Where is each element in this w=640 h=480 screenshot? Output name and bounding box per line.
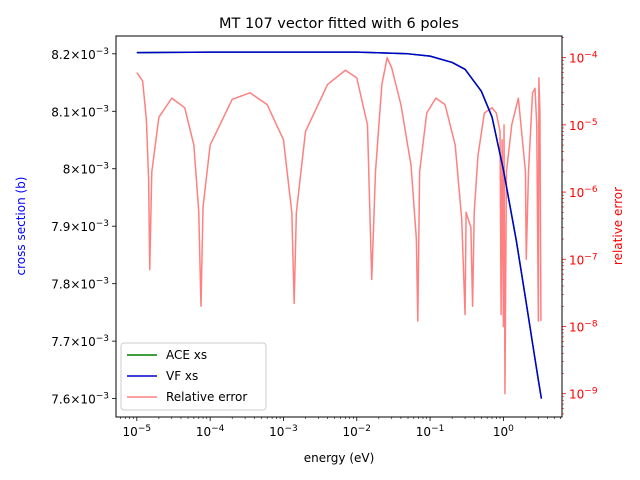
- y-right-tick-label-base: 10: [569, 119, 584, 133]
- y-left-tick-label-base: 7.7×10: [51, 335, 95, 349]
- y-axis-left-label: cross section (b): [14, 177, 28, 276]
- x-tick-label: 100: [493, 424, 514, 439]
- legend-label-relative-error: Relative error: [166, 390, 247, 404]
- y-right-tick-label-base: 10: [569, 388, 584, 402]
- chart-title: MT 107 vector fitted with 6 poles: [219, 16, 459, 32]
- y-right-tick-label-exponent: −6: [584, 185, 598, 195]
- y-left-tick-label-exponent: −3: [96, 104, 109, 114]
- y-left-tick-label: 7.7×10−3: [51, 334, 109, 349]
- x-tick-label-base: 10: [123, 425, 138, 439]
- x-tick-label-exponent: 0: [508, 424, 514, 434]
- y-right-tick-label-base: 10: [569, 52, 584, 66]
- y-left-tick-label: 8.2×10−3: [51, 47, 109, 62]
- x-tick-label: 10−4: [196, 424, 225, 439]
- y-left-tick-label-base: 8×10: [63, 163, 96, 177]
- x-tick-label-base: 10: [493, 425, 508, 439]
- y-left-tick-label-base: 7.9×10: [51, 220, 95, 234]
- y-left-tick-label-base: 8.2×10: [51, 48, 95, 62]
- y-right-tick-label-exponent: −9: [584, 387, 598, 397]
- y-left-tick-label-exponent: −3: [96, 334, 109, 344]
- plot-frame: [115, 35, 563, 418]
- x-tick-label-exponent: −4: [211, 424, 225, 434]
- series-line-relative-error: [136, 56, 542, 395]
- x-tick-label: 10−5: [123, 424, 152, 439]
- x-axis-label: energy (eV): [304, 451, 375, 465]
- y-left-tick-label-exponent: −3: [96, 47, 109, 57]
- legend-label-vf-xs: VF xs: [166, 369, 198, 383]
- y-right-tick-label-exponent: −8: [584, 319, 598, 329]
- y-left-tick-label: 8.1×10−3: [51, 104, 109, 119]
- y-right-tick-label-exponent: −4: [584, 51, 598, 61]
- x-tick-label-exponent: −5: [138, 424, 151, 434]
- y-left-tick-label-exponent: −3: [96, 162, 109, 172]
- y-left-tick-label-exponent: −3: [96, 277, 109, 287]
- x-tick-label: 10−3: [269, 424, 298, 439]
- ticks-layer: 10−5 10−4 10−3 10−2 10−1 1007.6×10−37.7×10−37…: [51, 37, 598, 439]
- y-left-tick-label-base: 8.1×10: [51, 105, 95, 119]
- y-right-tick-label-exponent: −5: [584, 118, 597, 128]
- x-tick-label-exponent: −1: [431, 424, 444, 434]
- y-right-tick-label-base: 10: [569, 253, 584, 267]
- x-tick-label-exponent: −3: [284, 424, 297, 434]
- y-left-tick-label-exponent: −3: [96, 219, 109, 229]
- x-tick-label-base: 10: [269, 425, 284, 439]
- y-left-tick-label: 7.9×10−3: [51, 219, 109, 234]
- x-tick-label: 10−2: [342, 424, 371, 439]
- y-left-tick-label: 7.6×10−3: [51, 392, 109, 407]
- series-line-vf-xs: [136, 51, 543, 399]
- x-tick-label: 10−1: [416, 424, 445, 439]
- y-right-tick-label-exponent: −7: [584, 252, 597, 262]
- y-left-tick-label-exponent: −3: [96, 392, 109, 402]
- legend-label-ace-xs: ACE xs: [166, 348, 207, 362]
- legend: ACE xs VF xs Relative error: [120, 342, 267, 411]
- legend-frame: [120, 342, 267, 411]
- y-right-tick-label: 10−6: [569, 185, 598, 200]
- x-tick-label-exponent: −2: [358, 424, 371, 434]
- y-right-tick-label: 10−8: [569, 319, 598, 334]
- y-left-tick-label-base: 7.6×10: [51, 393, 95, 407]
- y-left-tick-label: 8×10−3: [63, 162, 109, 177]
- y-right-tick-label: 10−4: [569, 51, 598, 66]
- x-tick-label-base: 10: [342, 425, 357, 439]
- x-tick-label-base: 10: [416, 425, 431, 439]
- y-right-tick-label: 10−9: [569, 387, 598, 402]
- y-left-tick-label-base: 7.8×10: [51, 278, 95, 292]
- y-right-tick-label-base: 10: [569, 186, 584, 200]
- x-tick-label-base: 10: [196, 425, 211, 439]
- y-right-tick-label-base: 10: [569, 320, 584, 334]
- y-left-tick-label: 7.8×10−3: [51, 277, 109, 292]
- y-right-tick-label: 10−5: [569, 118, 598, 133]
- y-axis-right-label: relative error: [611, 187, 625, 265]
- series-layer: [136, 51, 543, 399]
- y-right-tick-label: 10−7: [569, 252, 598, 267]
